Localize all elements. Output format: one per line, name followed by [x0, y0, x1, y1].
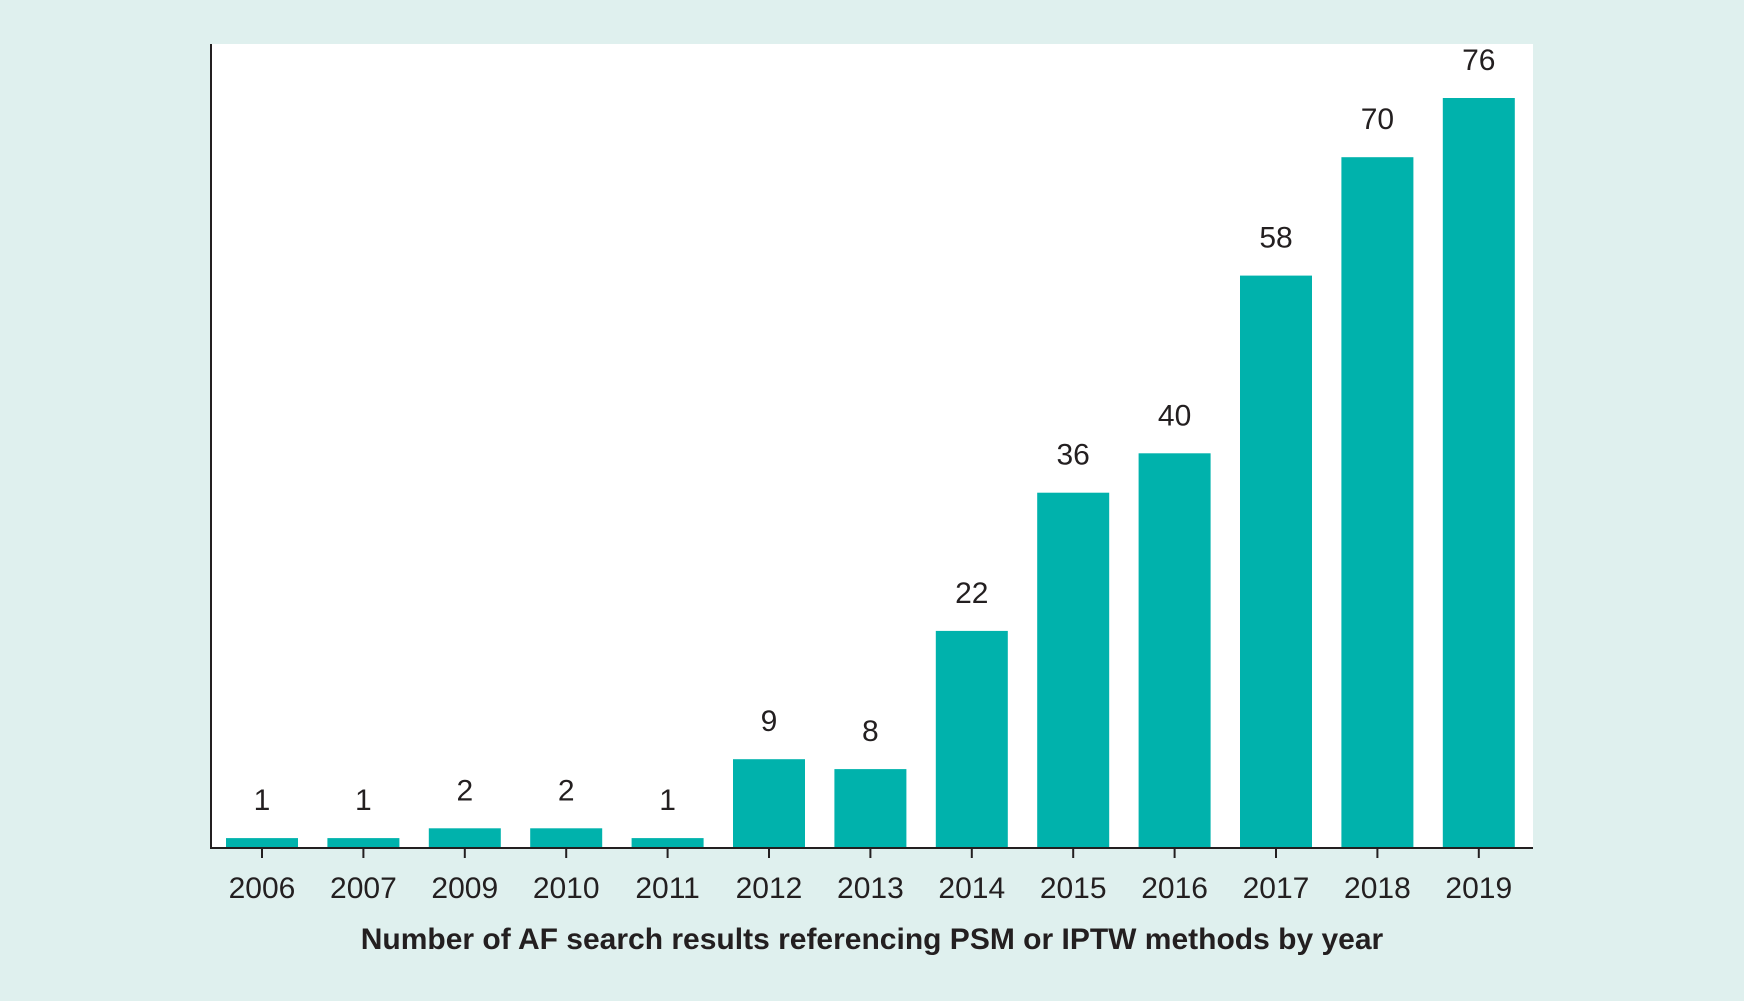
- data-label-2019: 76: [1462, 44, 1495, 77]
- bar-2019: [1442, 98, 1515, 848]
- data-label-2015: 36: [1057, 439, 1090, 472]
- x-tick-label-2016: 2016: [1141, 872, 1208, 905]
- bar-2007: [327, 838, 400, 848]
- bar-2010: [530, 828, 603, 848]
- bar-2009: [428, 828, 501, 848]
- bars-layer: [226, 98, 1515, 849]
- x-tick-label-2015: 2015: [1040, 872, 1107, 905]
- x-tick-label-2013: 2013: [837, 872, 904, 905]
- data-label-2007: 1: [355, 784, 372, 817]
- bar-2011: [631, 838, 704, 848]
- data-label-2017: 58: [1259, 222, 1292, 255]
- x-tick-label-2006: 2006: [229, 872, 296, 905]
- data-label-2011: 1: [659, 784, 676, 817]
- bar-2014: [935, 630, 1008, 848]
- data-label-2013: 8: [862, 715, 879, 748]
- bar-2006: [226, 838, 298, 848]
- data-label-2010: 2: [558, 774, 575, 807]
- data-label-2009: 2: [456, 774, 473, 807]
- data-label-2012: 9: [761, 705, 778, 738]
- data-label-2006: 1: [254, 784, 271, 817]
- x-tick-labels-layer: 2006 2007 2009 2010 2011 2012 2013 2014 2015 2016…: [229, 872, 1513, 905]
- bar-2015: [1037, 492, 1110, 848]
- x-axis-title: Number of AF search results referencing …: [361, 923, 1384, 956]
- x-tick-label-2011: 2011: [635, 872, 700, 905]
- data-label-2016: 40: [1158, 399, 1191, 432]
- x-tick-label-2007: 2007: [330, 872, 397, 905]
- plot-area: [211, 44, 1533, 848]
- x-tick-label-2009: 2009: [431, 872, 498, 905]
- x-tick-label-2012: 2012: [736, 872, 803, 905]
- data-label-2014: 22: [955, 577, 988, 610]
- bar-2017: [1240, 275, 1312, 849]
- data-label-2018: 70: [1361, 103, 1394, 136]
- x-tick-label-2010: 2010: [533, 872, 600, 905]
- x-tick-label-2018: 2018: [1344, 872, 1411, 905]
- x-tick-label-2014: 2014: [938, 872, 1005, 905]
- x-ticks-layer: [261, 848, 1480, 858]
- x-tick-label-2019: 2019: [1445, 872, 1512, 905]
- bar-2016: [1138, 453, 1211, 848]
- bar-2018: [1341, 157, 1414, 848]
- bar-2012: [733, 759, 805, 848]
- x-tick-label-2017: 2017: [1243, 872, 1310, 905]
- bar-2013: [834, 769, 907, 848]
